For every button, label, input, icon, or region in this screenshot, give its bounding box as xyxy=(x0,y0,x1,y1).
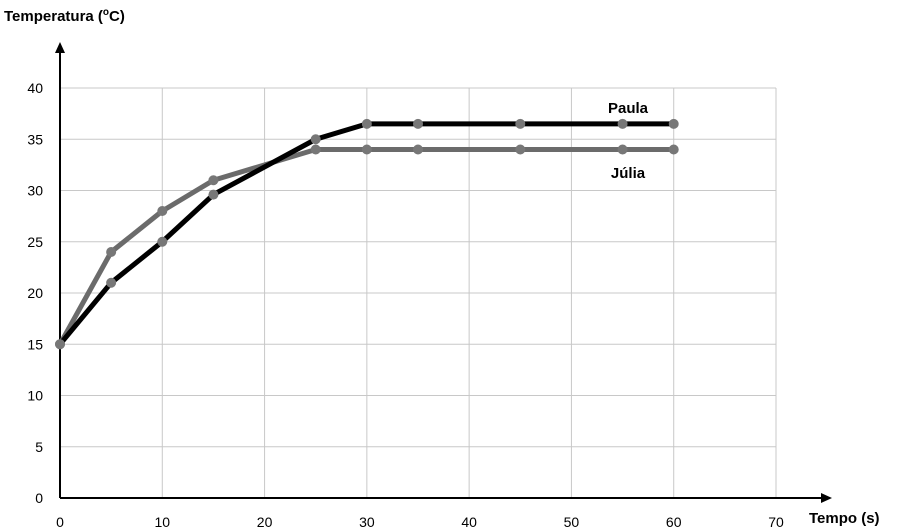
x-tick-label: 70 xyxy=(768,514,784,530)
data-point-paula xyxy=(617,118,628,129)
y-tick-label: 0 xyxy=(35,490,43,506)
series-label-julia: Júlia xyxy=(611,165,646,182)
x-tick-label: 30 xyxy=(359,514,375,530)
y-tick-label: 30 xyxy=(27,183,43,199)
y-tick-label: 35 xyxy=(27,131,43,147)
data-point-julia xyxy=(668,144,679,155)
y-tick-label: 40 xyxy=(27,80,43,96)
y-tick-label: 20 xyxy=(27,285,43,301)
data-point-paula xyxy=(361,118,372,129)
x-tick-label: 10 xyxy=(154,514,170,530)
data-point-paula xyxy=(515,118,526,129)
y-tick-label: 25 xyxy=(27,234,43,250)
series-line-julia xyxy=(57,147,677,347)
x-axis-arrow-icon xyxy=(821,493,832,503)
data-point-julia xyxy=(106,247,117,257)
y-axis-label: Temperatura (oC) xyxy=(4,7,125,25)
data-point-julia xyxy=(617,144,628,155)
data-point-julia xyxy=(413,144,423,155)
y-axis-arrow-icon xyxy=(55,42,65,53)
x-tick-label: 0 xyxy=(56,514,64,530)
x-axis-label: Tempo (s) xyxy=(809,510,880,527)
data-point-paula xyxy=(157,236,168,247)
series-line-paula xyxy=(57,121,677,347)
y-tick-label: 15 xyxy=(27,336,43,352)
data-point-julia xyxy=(157,206,168,216)
data-point-paula xyxy=(668,118,679,129)
x-tick-label: 60 xyxy=(666,514,682,530)
data-point-paula xyxy=(106,277,117,288)
data-point-julia xyxy=(515,144,526,155)
data-point-julia xyxy=(310,144,321,155)
y-tick-label: 10 xyxy=(27,388,43,404)
data-point-julia xyxy=(361,144,372,155)
data-point-paula xyxy=(310,134,321,145)
x-tick-label: 50 xyxy=(564,514,580,530)
series-label-paula: Paula xyxy=(608,100,649,117)
data-point-paula xyxy=(413,118,423,129)
data-point-paula xyxy=(55,339,65,350)
data-point-julia xyxy=(208,175,219,186)
x-tick-label: 20 xyxy=(257,514,273,530)
y-tick-label: 5 xyxy=(35,439,43,455)
data-point-paula xyxy=(208,189,219,200)
x-tick-label: 40 xyxy=(461,514,477,530)
